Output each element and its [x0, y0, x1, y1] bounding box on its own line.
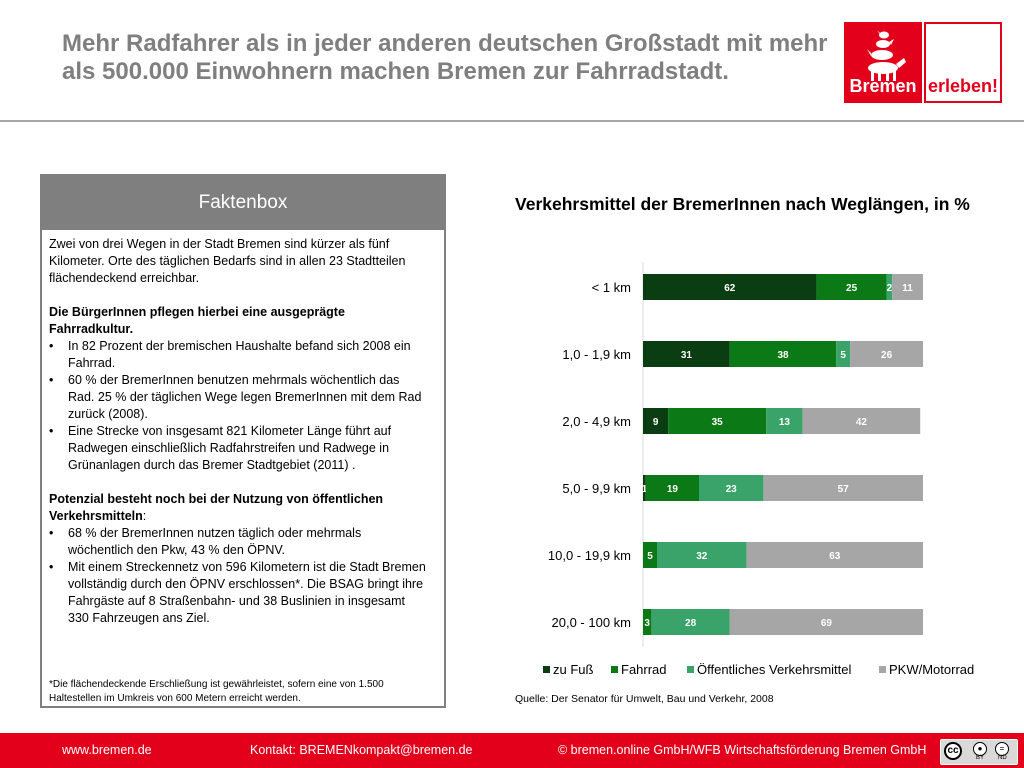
footer-copyright: © bremen.online GmbH/WFB Wirtschaftsförd…: [558, 743, 927, 757]
legend-label: PKW/Motorrad: [889, 662, 974, 677]
bar-segment: [886, 274, 893, 300]
category-label: 2,0 - 4,9 km: [562, 414, 631, 429]
logo-text-erleben: erleben!: [927, 76, 999, 96]
data-label: 63: [829, 551, 841, 562]
legend-swatch: [543, 666, 550, 673]
data-label: 5: [647, 551, 653, 562]
data-label: 35: [712, 417, 724, 428]
bar-segment: [643, 475, 646, 501]
data-label: 19: [667, 484, 679, 495]
data-label: 32: [696, 551, 708, 562]
factbox-section2-suffix: :: [142, 509, 147, 523]
header-divider: [0, 120, 1024, 122]
bar-segment: [643, 274, 817, 300]
creative-commons-icon[interactable]: cc ● = BY ND: [940, 739, 1018, 765]
bremen-logo: Bremen: [844, 22, 922, 103]
bar-segment: [643, 542, 657, 568]
data-label: 57: [838, 484, 850, 495]
cc-by-label: BY: [976, 755, 985, 761]
bar-segment: [766, 408, 803, 434]
bar-segment: [763, 475, 923, 501]
data-label: 28: [685, 618, 697, 629]
bar-segment: [645, 475, 699, 501]
data-label: 11: [902, 283, 913, 294]
chart-title: Verkehrsmittel der BremerInnen nach Wegl…: [515, 194, 970, 214]
data-label: 2: [887, 283, 893, 294]
factbox-section1-list: In 82 Prozent der bremischen Haushalte b…: [49, 338, 429, 474]
category-label: 10,0 - 19,9 km: [548, 548, 631, 563]
list-item: Eine Strecke von insgesamt 821 Kilometer…: [49, 423, 429, 474]
data-label: 69: [821, 618, 833, 629]
bar-segment: [657, 542, 747, 568]
footer-website-link[interactable]: www.bremen.de: [62, 743, 152, 757]
cc-by-icon: ●: [973, 742, 987, 756]
data-label: 1: [642, 484, 648, 495]
cc-nd-label: ND: [998, 755, 1007, 761]
factbox-body: Zwei von drei Wegen in der Stadt Bremen …: [49, 236, 429, 627]
bar-segment: [802, 408, 921, 434]
category-label: < 1 km: [592, 280, 631, 295]
bar-segment: [668, 408, 767, 434]
bar-segment: [729, 341, 837, 367]
factbox-section2-heading-line: Potenzial besteht noch bei der Nutzung v…: [49, 491, 429, 525]
data-label: 42: [856, 417, 868, 428]
data-label: 13: [779, 417, 791, 428]
bar-segment: [850, 341, 923, 367]
factbox: Faktenbox Zwei von drei Wegen in der Sta…: [40, 174, 446, 708]
factbox-section2-list: 68 % der BremerInnen nutzen täglich oder…: [49, 525, 429, 627]
footer: www.bremen.de Kontakt: BREMENkompakt@bre…: [0, 733, 1024, 768]
bar-segment: [816, 274, 887, 300]
chart-source: Quelle: Der Senator für Umwelt, Bau und …: [515, 693, 774, 705]
cc-circle-icon: cc: [944, 742, 962, 760]
data-label: 5: [840, 350, 846, 361]
page-title: Mehr Radfahrer als in jeder anderen deut…: [62, 30, 828, 85]
category-label: 5,0 - 9,9 km: [562, 481, 631, 496]
data-label: 31: [681, 350, 693, 361]
town-musicians-icon: [867, 30, 906, 81]
legend-label: zu Fuß: [553, 662, 594, 677]
category-label: 1,0 - 1,9 km: [562, 347, 631, 362]
bar-segment: [729, 609, 923, 635]
data-label: 26: [881, 350, 893, 361]
bar-segment: [643, 408, 669, 434]
bar-segment: [651, 609, 730, 635]
list-item: Mit einem Streckennetz von 596 Kilometer…: [49, 559, 429, 627]
legend-swatch: [611, 666, 618, 673]
legend-label: Öffentliches Verkehrsmittel: [697, 662, 851, 677]
category-label: 20,0 - 100 km: [552, 615, 632, 630]
factbox-footnote: *Die flächendeckende Erschließung ist ge…: [49, 679, 384, 704]
factbox-heading: Faktenbox: [42, 176, 444, 230]
data-label: 62: [724, 283, 736, 294]
bar-segment: [643, 341, 730, 367]
list-item: In 82 Prozent der bremischen Haushalte b…: [49, 338, 429, 372]
legend-label: Fahrrad: [621, 662, 667, 677]
bar-segment: [892, 274, 923, 300]
data-label: 25: [846, 283, 858, 294]
logo-text-bremen: Bremen: [849, 76, 917, 96]
data-label: 38: [777, 350, 789, 361]
data-label: 9: [653, 417, 659, 428]
list-item: 68 % der BremerInnen nutzen täglich oder…: [49, 525, 429, 559]
legend-swatch: [879, 666, 886, 673]
footer-contact-link[interactable]: Kontakt: BREMENkompakt@bremen.de: [250, 743, 473, 757]
stacked-bar-chart: < 1 km 62 25 2 111,0 - 1,9 km 31 38 5 262,0 - 4,…: [543, 262, 974, 677]
bar-segment: [699, 475, 764, 501]
factbox-section1-heading: Die BürgerInnen pflegen hierbei eine aus…: [49, 305, 345, 336]
bar-segment: [836, 341, 851, 367]
bar-segment: [746, 542, 923, 568]
factbox-intro: Zwei von drei Wegen in der Stadt Bremen …: [49, 237, 406, 285]
legend-swatch: [687, 666, 694, 673]
data-label: 3: [644, 618, 650, 629]
cc-nd-icon: =: [995, 742, 1009, 756]
factbox-section2-heading: Potenzial besteht noch bei der Nutzung v…: [49, 492, 384, 523]
bar-segment: [643, 609, 652, 635]
data-label: 23: [726, 484, 738, 495]
list-item: 60 % der BremerInnen benutzen mehrmals w…: [49, 372, 429, 423]
erleben-logo: erleben!: [924, 22, 1002, 103]
